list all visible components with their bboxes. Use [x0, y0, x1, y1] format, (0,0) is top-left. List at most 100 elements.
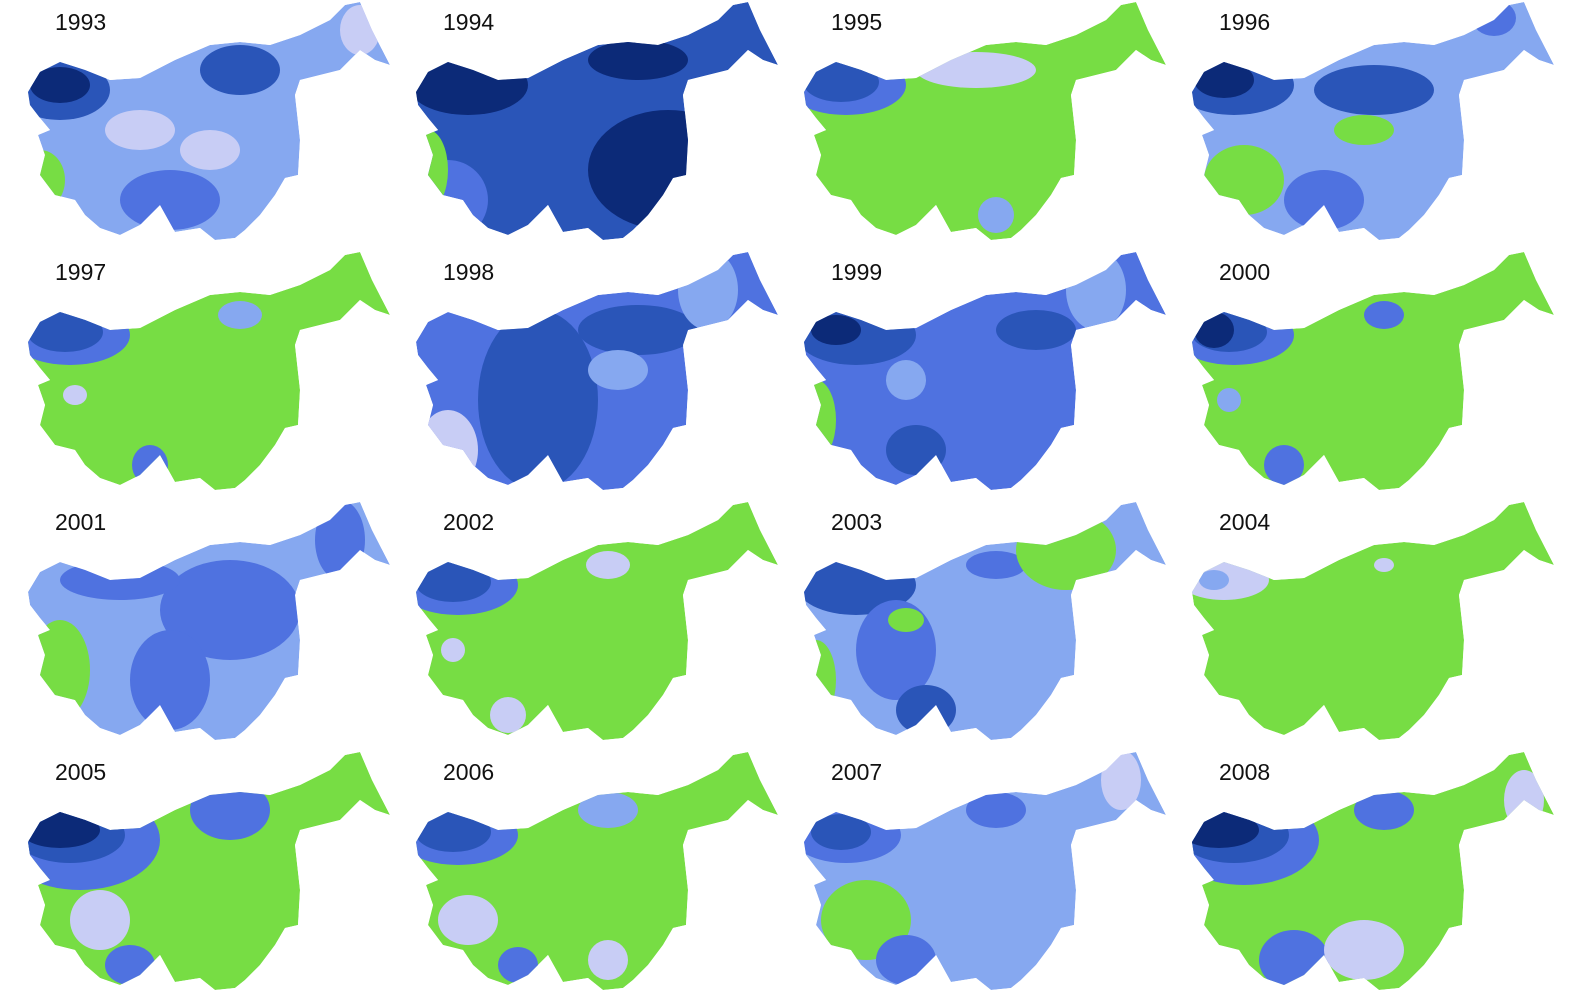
region [1504, 770, 1544, 830]
region [578, 305, 698, 355]
region [28, 312, 103, 352]
region [996, 310, 1076, 350]
region [588, 110, 748, 230]
region [132, 445, 168, 485]
region [916, 52, 1036, 88]
map-title: 1999 [831, 259, 882, 285]
map-outline [1192, 252, 1554, 490]
map-title: 2001 [55, 509, 106, 535]
map-title: 2006 [443, 759, 494, 785]
region [315, 502, 365, 580]
region [1101, 752, 1141, 810]
region [811, 814, 871, 850]
region [441, 638, 465, 662]
region [978, 197, 1014, 233]
region [416, 130, 448, 210]
region [190, 780, 270, 840]
map-title: 1995 [831, 9, 882, 35]
map-title: 2002 [443, 509, 494, 535]
map-panel: 2006 [416, 752, 778, 990]
map-regions [416, 502, 778, 740]
map-regions [1192, 502, 1554, 740]
region [588, 350, 648, 390]
map-title: 2000 [1219, 259, 1270, 285]
map-panel: 1994 [416, 2, 778, 240]
region [160, 560, 300, 660]
map-title: 1998 [443, 259, 494, 285]
region [120, 170, 220, 230]
region [1016, 510, 1116, 590]
map-panel: 2002 [416, 502, 778, 740]
region [105, 945, 155, 985]
region [804, 62, 879, 102]
region [200, 45, 280, 95]
map-regions [804, 2, 1166, 240]
region [876, 935, 936, 985]
region [28, 150, 65, 210]
region [966, 792, 1026, 828]
map-title: 1994 [443, 9, 494, 35]
map-panel: 2008 [1192, 752, 1554, 990]
region [1194, 312, 1234, 348]
map-panel: 1997 [28, 252, 390, 490]
map-panel: 2003 [804, 502, 1166, 740]
map-regions [28, 502, 390, 740]
map-regions [804, 502, 1166, 740]
region [578, 792, 638, 828]
map-title: 1996 [1219, 9, 1270, 35]
map-title: 2003 [831, 509, 882, 535]
region [418, 410, 478, 490]
region [1472, 2, 1516, 36]
region [180, 130, 240, 170]
region [416, 160, 488, 240]
map-panel: 2000 [1192, 252, 1554, 490]
region [30, 67, 90, 103]
region [811, 315, 861, 345]
region [416, 812, 491, 852]
region [1354, 790, 1414, 830]
map-outline [416, 502, 778, 740]
region [1314, 65, 1434, 115]
map-regions [416, 2, 778, 240]
map-regions [416, 752, 778, 990]
region [588, 940, 628, 980]
region [416, 55, 528, 115]
map-title: 1993 [55, 9, 106, 35]
map-regions [28, 752, 390, 990]
region [1374, 558, 1394, 572]
region [416, 562, 491, 602]
region [1264, 445, 1304, 485]
region [1192, 812, 1259, 848]
region [1324, 920, 1404, 980]
map-title: 2007 [831, 759, 882, 785]
region [490, 697, 526, 733]
map-panel: 2004 [1192, 502, 1554, 740]
map-title: 2005 [55, 759, 106, 785]
region [678, 252, 738, 330]
map-regions [28, 2, 390, 240]
region [1259, 930, 1329, 990]
map-regions [28, 252, 390, 490]
map-regions [804, 252, 1166, 490]
region [30, 620, 90, 720]
map-panel: 2007 [804, 752, 1166, 990]
region [1284, 170, 1364, 230]
region [886, 360, 926, 400]
region [478, 310, 598, 490]
region [586, 551, 630, 579]
map-title: 2008 [1219, 759, 1270, 785]
region [60, 560, 180, 600]
region [896, 685, 956, 735]
map-panel: 1995 [804, 2, 1166, 240]
region [130, 630, 210, 730]
map-regions [804, 752, 1166, 990]
region [804, 640, 836, 720]
region [588, 40, 688, 80]
map-panel: 2001 [28, 502, 390, 740]
map-regions [416, 252, 778, 490]
region [804, 380, 836, 460]
map-panel: 1999 [804, 252, 1166, 490]
region [340, 5, 380, 55]
map-regions [1192, 252, 1554, 490]
